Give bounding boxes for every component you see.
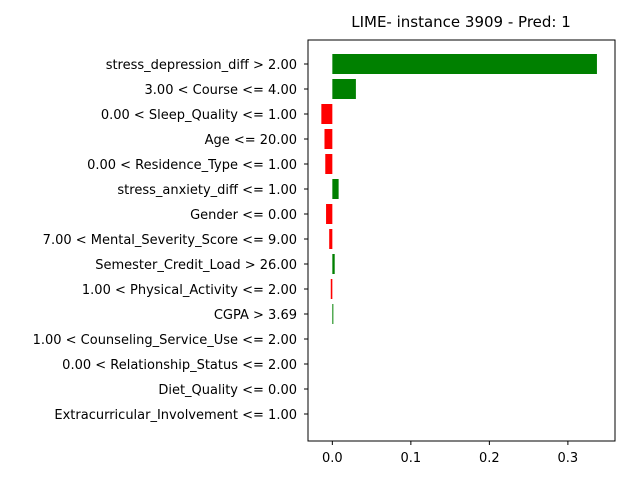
y-tick-label: stress_anxiety_diff <= 1.00 [117, 183, 297, 198]
bar-5 [332, 179, 339, 199]
y-tick-label: CGPA > 3.69 [214, 308, 297, 323]
y-tick-label: 0.00 < Residence_Type <= 1.00 [87, 158, 297, 173]
y-tick-label: 0.00 < Sleep_Quality <= 1.00 [101, 108, 297, 123]
bar-1 [332, 79, 356, 99]
y-tick-label: stress_depression_diff > 2.00 [106, 58, 297, 73]
bars-group [321, 54, 597, 324]
y-tick-label: 1.00 < Counseling_Service_Use <= 2.00 [33, 333, 297, 348]
y-tick-label: 7.00 < Mental_Severity_Score <= 9.00 [43, 233, 297, 248]
bar-7 [329, 229, 333, 249]
y-tick-label: Diet_Quality <= 0.00 [158, 383, 297, 398]
bar-9 [330, 279, 333, 299]
x-tick-label: 0.2 [479, 451, 500, 466]
y-tick-label: Extracurricular_Involvement <= 1.00 [54, 408, 297, 423]
bar-8 [332, 254, 335, 274]
chart-title: LIME- instance 3909 - Pred: 1 [351, 13, 571, 31]
y-tick-label: 3.00 < Course <= 4.00 [145, 83, 297, 98]
bar-6 [326, 204, 333, 224]
bar-10 [332, 304, 334, 324]
bar-0 [332, 54, 597, 74]
y-tick-label: Age <= 20.00 [205, 133, 297, 148]
x-tick-label: 0.3 [558, 451, 579, 466]
plot-frame [307, 39, 616, 442]
y-tick-label: 0.00 < Relationship_Status <= 2.00 [62, 358, 297, 373]
bar-2 [321, 104, 333, 124]
y-tick-label: Gender <= 0.00 [190, 208, 297, 223]
y-tick-labels: stress_depression_diff > 2.00 3.00 < Cour… [33, 58, 308, 423]
bar-4 [325, 154, 333, 174]
y-tick-label: Semester_Credit_Load > 26.00 [95, 258, 297, 273]
bar-3 [324, 129, 333, 149]
x-tick-label: 0.0 [322, 451, 343, 466]
y-tick-label: 1.00 < Physical_Activity <= 2.00 [82, 283, 297, 298]
x-axis: 0.0 0.1 0.2 0.3 [322, 441, 578, 466]
x-tick-label: 0.1 [401, 451, 422, 466]
